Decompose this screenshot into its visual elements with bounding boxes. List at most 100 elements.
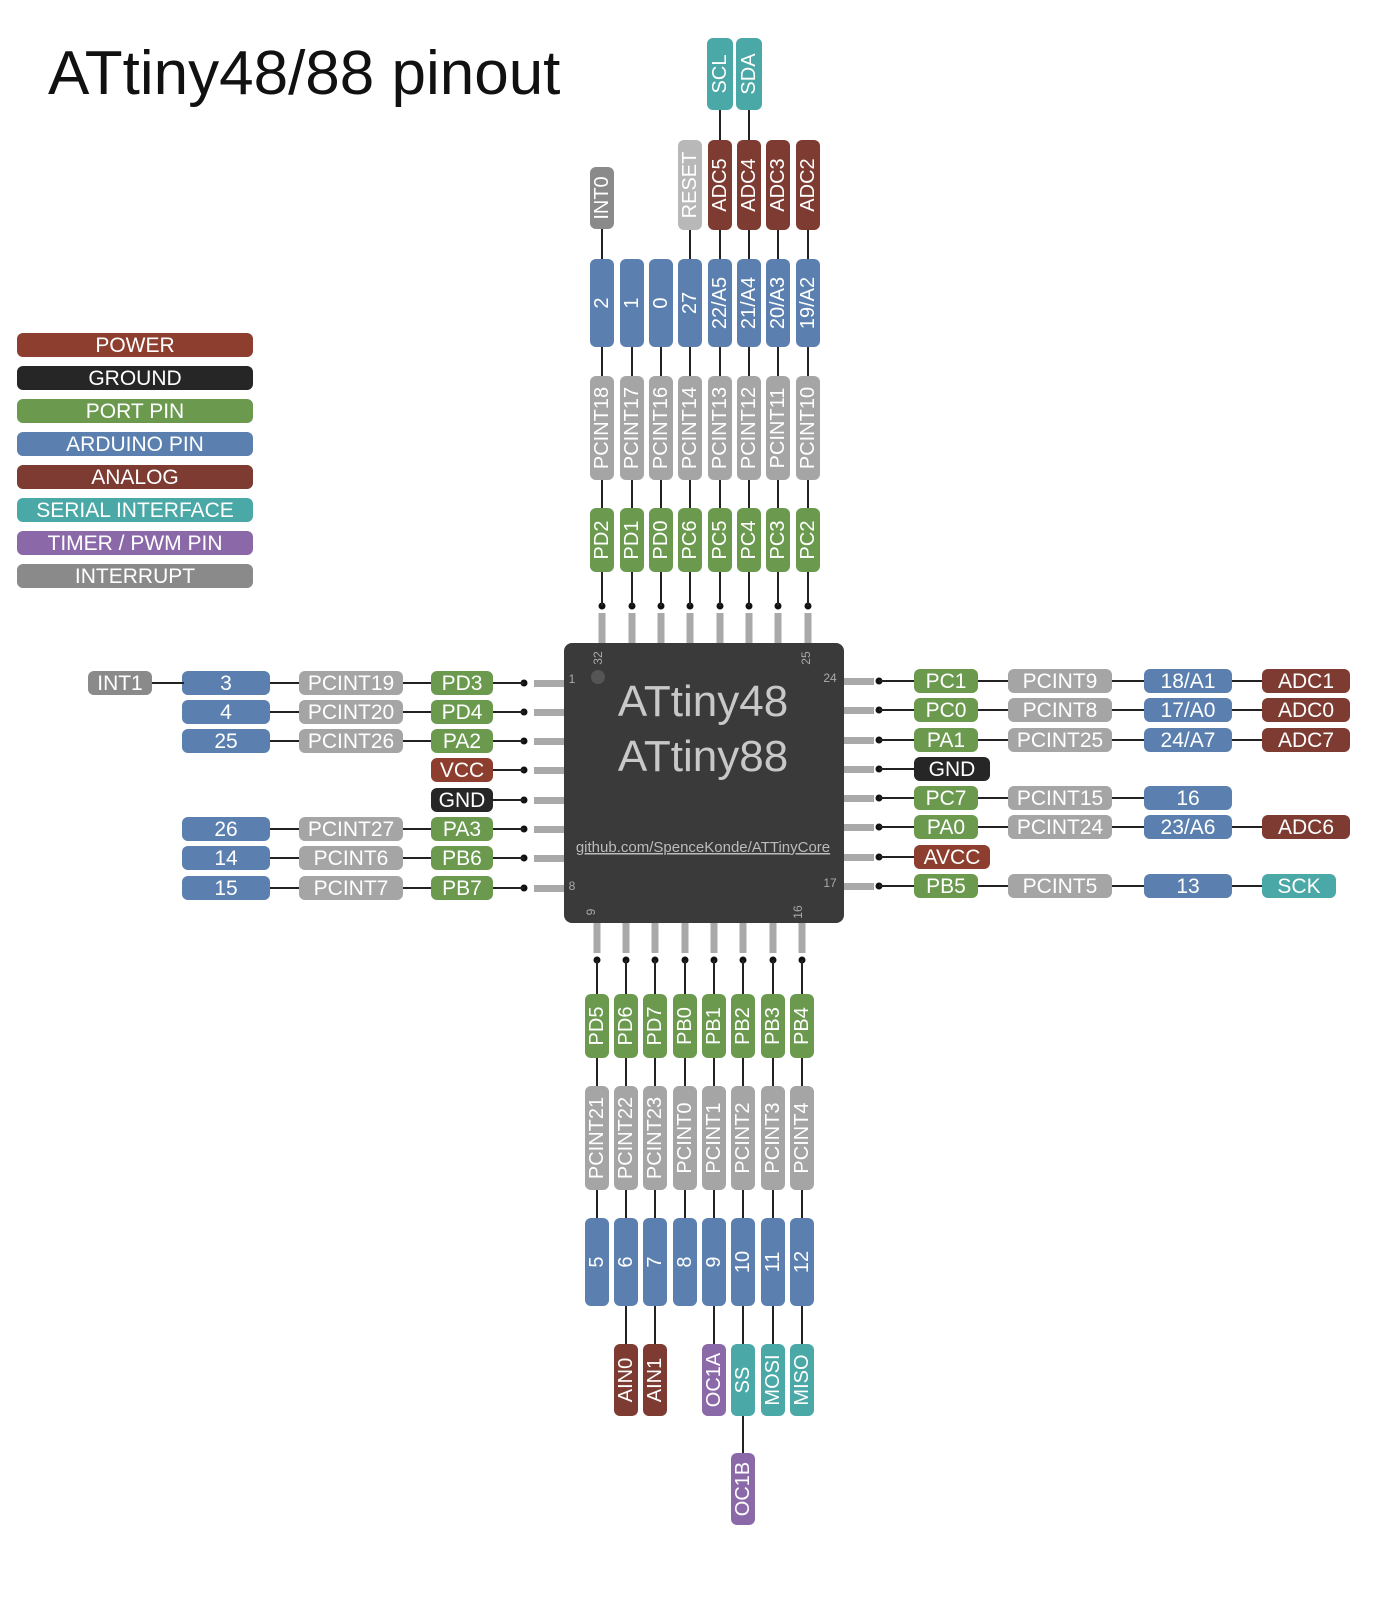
- legend-item-analog: ANALOG: [17, 465, 253, 489]
- ss-serial-box: [731, 1344, 755, 1416]
- oc1b-timer-label: OC1B: [732, 1462, 754, 1516]
- pcint-pcint1-box: [702, 1086, 726, 1190]
- adc6-analog-box: [1262, 815, 1350, 839]
- port-pd0-box: [649, 508, 673, 572]
- arduino-pin-17-a0-label: 17/A0: [1161, 699, 1216, 722]
- pcint-pcint10-label: PCINT10: [797, 387, 819, 469]
- adc4-analog-label: ADC4: [738, 158, 760, 211]
- arduino-pin-21-a4-box: [737, 259, 761, 347]
- port-pb6-box: [431, 846, 493, 870]
- arduino-pin-27-box: [678, 259, 702, 347]
- port-pc7-label: PC7: [926, 787, 967, 810]
- arduino-pin-18-a1-box: [1144, 669, 1232, 693]
- pin-lead: [534, 709, 564, 716]
- int1-interrupt-label: INT1: [97, 672, 143, 695]
- pcint-pcint15-label: PCINT15: [1017, 787, 1103, 810]
- pcint-pcint5-box: [1008, 874, 1112, 898]
- pin-vcc-left-label: VCC: [440, 759, 484, 782]
- arduino-pin-15-box: [182, 876, 270, 900]
- reset-reset-label: RESET: [679, 152, 701, 219]
- miso-serial-label: MISO: [791, 1354, 813, 1405]
- adc3-analog-label: ADC3: [767, 158, 789, 211]
- pin-lead: [745, 613, 753, 643]
- pcint-pcint1-label: PCINT1: [703, 1102, 725, 1173]
- port-pc0-label: PC0: [926, 699, 967, 722]
- scl-serial-label: SCL: [709, 55, 731, 94]
- port-pc2-label: PC2: [797, 521, 819, 560]
- arduino-pin-9-box: [702, 1218, 726, 1306]
- port-pc6-label: PC6: [679, 521, 701, 560]
- port-pa1-box: [914, 728, 978, 752]
- arduino-pin-22-a5-box: [708, 259, 732, 347]
- pcint-pcint4-box: [790, 1086, 814, 1190]
- pin-lead: [844, 795, 874, 802]
- port-pc3-box: [766, 508, 790, 572]
- pin-lead: [534, 797, 564, 804]
- pcint-pcint26-label: PCINT26: [308, 730, 394, 753]
- adc3-analog-box: [766, 140, 790, 230]
- pin-lead: [844, 737, 874, 744]
- pin-lead: [628, 613, 636, 643]
- port-pa2-box: [431, 729, 493, 753]
- pin-lead: [739, 923, 747, 953]
- pcint-pcint16-label: PCINT16: [650, 387, 672, 469]
- arduino-pin-0-box: [649, 259, 673, 347]
- pin-avcc-right-box: [914, 845, 990, 869]
- pcint-pcint18-label: PCINT18: [591, 387, 613, 469]
- arduino-pin-2-box: [590, 259, 614, 347]
- pcint-pcint11-label: PCINT11: [767, 388, 789, 469]
- pcint-pcint3-label: PCINT3: [762, 1102, 784, 1173]
- ain1-analog-box: [643, 1344, 667, 1416]
- sck-serial-label: SCK: [1277, 875, 1320, 898]
- pin-lead: [710, 923, 718, 953]
- port-pd4-label: PD4: [442, 701, 483, 724]
- port-pc2-box: [796, 508, 820, 572]
- pcint-pcint19-box: [299, 671, 403, 695]
- port-pa1-label: PA1: [927, 729, 965, 752]
- pin-lead: [534, 767, 564, 774]
- pcint-pcint24-box: [1008, 815, 1112, 839]
- arduino-pin-18-a1-label: 18/A1: [1161, 670, 1216, 693]
- pin-gnd-right-label: GND: [929, 758, 976, 781]
- arduino-pin-6-box: [614, 1218, 638, 1306]
- pcint-pcint19-label: PCINT19: [308, 672, 394, 695]
- pcint-pcint4-label: PCINT4: [791, 1102, 813, 1173]
- adc4-analog-box: [737, 140, 761, 230]
- chip-pin-number-8: 8: [569, 879, 576, 893]
- arduino-pin-6-label: 6: [615, 1256, 637, 1267]
- pcint-pcint5-label: PCINT5: [1023, 875, 1098, 898]
- port-pd6-box: [614, 994, 638, 1058]
- pcint-pcint14-label: PCINT14: [679, 387, 701, 469]
- port-pd6-label: PD6: [615, 1007, 637, 1046]
- arduino-pin-8-label: 8: [674, 1256, 696, 1267]
- arduino-pin-4-box: [182, 700, 270, 724]
- legend-item-ground: GROUND: [17, 366, 253, 390]
- pin-lead: [844, 707, 874, 714]
- arduino-pin-10-box: [731, 1218, 755, 1306]
- pcint-pcint17-box: [620, 376, 644, 480]
- legend-item-port-pin: PORT PIN: [17, 399, 253, 423]
- pcint-pcint24-label: PCINT24: [1017, 816, 1104, 839]
- port-pb5-label: PB5: [926, 875, 966, 898]
- chip-url: github.com/SpenceKonde/ATTinyCore: [576, 839, 830, 856]
- arduino-pin-23-a6-box: [1144, 815, 1232, 839]
- reset-reset-box: [678, 140, 702, 230]
- pcint-pcint23-label: PCINT23: [644, 1097, 666, 1179]
- port-pc7-box: [914, 786, 978, 810]
- port-pa0-box: [914, 815, 978, 839]
- port-pc5-label: PC5: [709, 521, 731, 560]
- arduino-pin-12-label: 12: [791, 1251, 813, 1273]
- port-pd0-label: PD0: [650, 521, 672, 560]
- arduino-pin-5-box: [585, 1218, 609, 1306]
- pcint-pcint0-label: PCINT0: [674, 1102, 696, 1173]
- pin-lead: [774, 613, 782, 643]
- port-pb5-box: [914, 874, 978, 898]
- arduino-pin-22-a5-label: 22/A5: [709, 277, 731, 329]
- pcint-pcint12-box: [737, 376, 761, 480]
- port-pc4-box: [737, 508, 761, 572]
- chip-pin-number-9: 9: [584, 908, 598, 915]
- arduino-pin-17-a0-box: [1144, 698, 1232, 722]
- port-pd4-box: [431, 700, 493, 724]
- pin-lead: [844, 854, 874, 861]
- pin-lead: [534, 885, 564, 892]
